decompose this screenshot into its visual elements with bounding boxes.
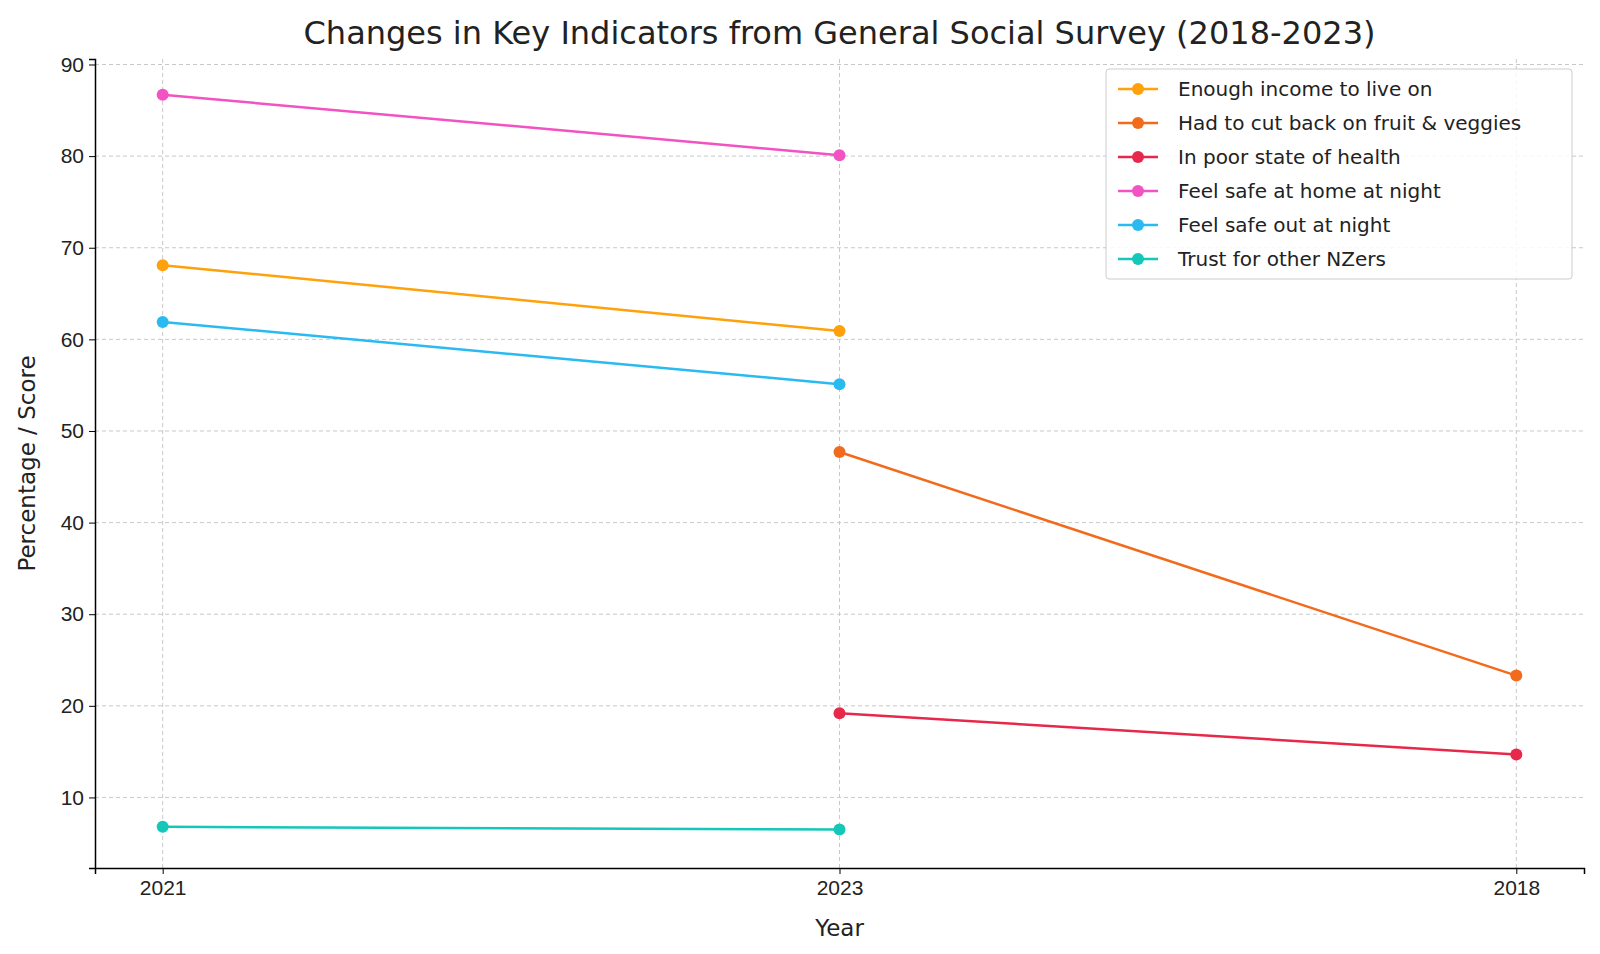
chart: 10 20 30 40 50 60 70 80 90 2021 2023 2018 Changes in…	[0, 0, 1600, 954]
y-tick-label: 70	[61, 236, 84, 259]
x-tick-label: 2023	[817, 876, 864, 899]
y-tick: 60	[61, 328, 95, 351]
series-line	[163, 265, 840, 331]
y-axis: 10 20 30 40 50 60 70 80 90	[61, 53, 96, 869]
y-tick-label: 50	[61, 419, 84, 442]
y-tick-mark	[89, 339, 95, 340]
series-point	[834, 707, 846, 719]
grid	[95, 59, 1584, 868]
legend-marker	[1132, 219, 1144, 231]
x-tick: 2018	[1493, 868, 1540, 899]
series-point	[157, 316, 169, 328]
y-tick: 90	[61, 53, 95, 76]
chart-title: Changes in Key Indicators from General S…	[304, 14, 1376, 52]
y-tick-label: 90	[61, 53, 84, 76]
y-tick: 70	[61, 236, 95, 259]
y-tick-mark	[89, 797, 95, 798]
y-tick-mark	[89, 706, 95, 707]
y-tick: 10	[61, 786, 95, 809]
series-point	[157, 89, 169, 101]
y-tick-label: 20	[61, 694, 84, 717]
legend-marker	[1132, 83, 1144, 95]
legend-label: In poor state of health	[1178, 145, 1401, 169]
y-tick-mark	[89, 156, 95, 157]
series-point	[834, 824, 846, 836]
x-tick: 2021	[140, 868, 187, 899]
series-line	[163, 95, 840, 155]
legend-label: Feel safe at home at night	[1178, 179, 1441, 203]
y-tick-mark	[89, 64, 95, 65]
series-point	[834, 149, 846, 161]
y-tick-mark	[89, 431, 95, 432]
x-tick-mark	[840, 868, 841, 874]
x-tick-mark	[1516, 868, 1517, 874]
legend-label: Enough income to live on	[1178, 77, 1433, 101]
legend: Enough income to live on Had to cut back …	[1106, 69, 1572, 279]
y-tick-label: 40	[61, 511, 84, 534]
x-axis: 2021 2023 2018	[96, 868, 1585, 899]
y-tick-label: 30	[61, 602, 84, 625]
y-tick: 80	[61, 144, 95, 167]
series-line	[840, 713, 1517, 754]
series-point	[1510, 670, 1522, 682]
series-line	[840, 452, 1517, 676]
y-tick: 20	[61, 694, 95, 717]
series-point	[157, 821, 169, 833]
y-tick-label: 10	[61, 786, 84, 809]
grid-line-x	[839, 59, 840, 868]
x-axis-title: Year	[814, 915, 864, 941]
y-tick: 30	[61, 602, 95, 625]
x-axis-line	[96, 869, 1585, 875]
series-line	[163, 322, 840, 384]
series-group	[157, 89, 1523, 836]
series-point	[834, 325, 846, 337]
x-tick: 2023	[817, 868, 864, 899]
x-tick-label: 2021	[140, 876, 187, 899]
y-tick-mark	[89, 614, 95, 615]
legend-label: Trust for other NZers	[1177, 247, 1386, 271]
series-point	[834, 378, 846, 390]
series-line	[163, 827, 840, 830]
plot: 10 20 30 40 50 60 70 80 90 2021 2023 2018	[61, 53, 1585, 899]
y-tick-label: 60	[61, 328, 84, 351]
legend-marker	[1132, 151, 1144, 163]
y-tick-mark	[89, 248, 95, 249]
x-tick-mark	[163, 868, 164, 874]
y-tick-label: 80	[61, 144, 84, 167]
series-point	[834, 446, 846, 458]
legend-box	[1106, 69, 1572, 279]
y-tick: 50	[61, 419, 95, 442]
y-tick: 40	[61, 511, 95, 534]
y-axis-title: Percentage / Score	[14, 355, 40, 571]
legend-label: Had to cut back on fruit & veggies	[1178, 111, 1521, 135]
legend-marker	[1132, 253, 1144, 265]
series-point	[1510, 748, 1522, 760]
legend-label: Feel safe out at night	[1178, 213, 1390, 237]
y-tick-mark	[89, 523, 95, 524]
legend-marker	[1132, 185, 1144, 197]
grid-line-y	[95, 64, 1584, 65]
x-tick-label: 2018	[1493, 876, 1540, 899]
grid-line-x	[162, 59, 163, 868]
y-axis-line	[89, 60, 96, 869]
series-point	[157, 259, 169, 271]
legend-marker	[1132, 117, 1144, 129]
